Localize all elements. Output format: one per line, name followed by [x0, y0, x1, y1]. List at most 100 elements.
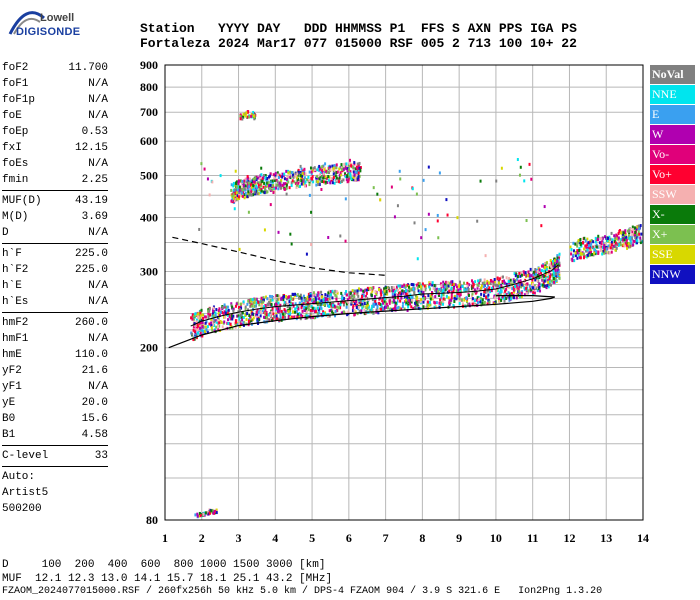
- echo-point-upper: [334, 174, 337, 178]
- echo-point-main: [231, 317, 234, 321]
- echo-point-main: [503, 296, 506, 300]
- echo-point-main: [266, 317, 269, 321]
- echo-point-upper: [285, 178, 288, 182]
- echo-point-sparse: [348, 158, 351, 162]
- echo-point-main: [270, 302, 273, 306]
- echo-point-main: [500, 284, 503, 288]
- echo-point-main: [431, 283, 434, 287]
- echo-point-main: [378, 309, 381, 313]
- echo-point-main: [553, 257, 556, 261]
- echo-point-main: [436, 289, 439, 293]
- echo-point-upper: [283, 172, 286, 176]
- echo-point-main: [191, 317, 194, 321]
- echo-point-main: [535, 277, 538, 281]
- echo-point-main: [192, 338, 195, 342]
- echo-point-main: [538, 282, 541, 286]
- echo-point-main: [422, 305, 425, 309]
- echo-point-main: [221, 325, 224, 329]
- echo-point-main: [242, 321, 245, 325]
- echo-point-main: [306, 305, 309, 309]
- echo-point-right: [603, 251, 606, 255]
- echo-point-main: [363, 312, 366, 316]
- echo-point-main: [536, 279, 539, 283]
- echo-point-upper: [248, 177, 251, 181]
- echo-point-main: [445, 283, 448, 287]
- param-value: 15.6: [81, 413, 108, 425]
- echo-point-main: [484, 290, 487, 294]
- echo-point-upper: [244, 184, 247, 188]
- echo-point-sparse: [299, 164, 302, 168]
- echo-point-main: [263, 310, 266, 314]
- echo-point-upper: [299, 170, 302, 174]
- echo-point-upper: [299, 174, 302, 178]
- echo-point-main: [391, 292, 394, 296]
- echo-point-main: [208, 309, 211, 313]
- echo-point-main: [507, 291, 510, 295]
- echo-point-main: [396, 296, 399, 300]
- echo-point-upper: [283, 182, 286, 186]
- param-row: hmE 110.0: [2, 347, 108, 363]
- echo-point-main: [381, 308, 384, 312]
- echo-point-main: [277, 301, 280, 305]
- echo-point-main: [365, 294, 368, 298]
- echo-point-right: [597, 245, 600, 249]
- x-tick-label: 12: [563, 531, 575, 545]
- echo-point-main: [269, 298, 272, 302]
- echo-point-upper: [347, 173, 350, 177]
- echo-point-main: [331, 310, 334, 314]
- echo-point-main: [443, 297, 446, 301]
- echo-point-upper: [258, 181, 261, 185]
- echo-point-main: [348, 294, 351, 298]
- echo-point-main: [308, 308, 311, 312]
- echo-point-main: [328, 294, 331, 298]
- auto-line: Artist5: [2, 487, 49, 499]
- echo-point-main: [331, 289, 334, 293]
- echo-point-main: [451, 280, 454, 284]
- echo-point-main: [292, 293, 295, 297]
- echo-point-main: [464, 289, 467, 293]
- echo-point-upper: [283, 187, 286, 191]
- echo-point-main: [276, 306, 279, 310]
- echo-point-upper: [237, 183, 240, 187]
- echo-point-right: [578, 256, 581, 260]
- echo-point-main: [239, 324, 242, 328]
- echo-point-main: [470, 279, 473, 283]
- echo-point-main: [557, 256, 560, 260]
- echo-point-upper: [264, 189, 267, 193]
- echo-point-main: [522, 270, 525, 274]
- echo-point-main: [193, 314, 196, 318]
- echo-point-main: [234, 320, 237, 324]
- echo-point-main: [551, 260, 554, 264]
- echo-point-low: [210, 509, 213, 513]
- echo-point-main: [366, 301, 369, 305]
- echo-point-low: [198, 511, 201, 515]
- echo-point-main: [406, 300, 409, 304]
- echo-point-right: [639, 236, 642, 240]
- echo-point-sparse: [427, 165, 430, 169]
- echo-point-right: [610, 231, 613, 235]
- echo-point-upper: [350, 174, 353, 178]
- param-key: D: [2, 227, 9, 239]
- echo-point-right: [587, 244, 590, 248]
- echo-point-main: [493, 294, 496, 298]
- echo-point-main: [505, 296, 508, 300]
- echo-point-upper: [330, 178, 333, 182]
- echo-point-upper: [242, 190, 245, 194]
- echo-point-main: [471, 289, 474, 293]
- echo-point-upper: [247, 181, 250, 185]
- echo-point-upper: [319, 179, 322, 183]
- echo-point-main: [316, 293, 319, 297]
- echo-point-upper: [324, 175, 327, 179]
- echo-point-main: [334, 314, 337, 318]
- echo-point-upper: [239, 190, 242, 194]
- echo-point-main: [285, 295, 288, 299]
- echo-point-right: [591, 246, 594, 250]
- echo-point-main: [394, 290, 397, 294]
- echo-point-right: [626, 246, 629, 250]
- echo-point-sparse: [413, 221, 416, 225]
- echo-point-main: [403, 283, 406, 287]
- echo-point-right: [604, 250, 607, 254]
- echo-point-main: [532, 276, 535, 280]
- param-value: N/A: [88, 78, 108, 90]
- x-tick-label: 9: [456, 531, 462, 545]
